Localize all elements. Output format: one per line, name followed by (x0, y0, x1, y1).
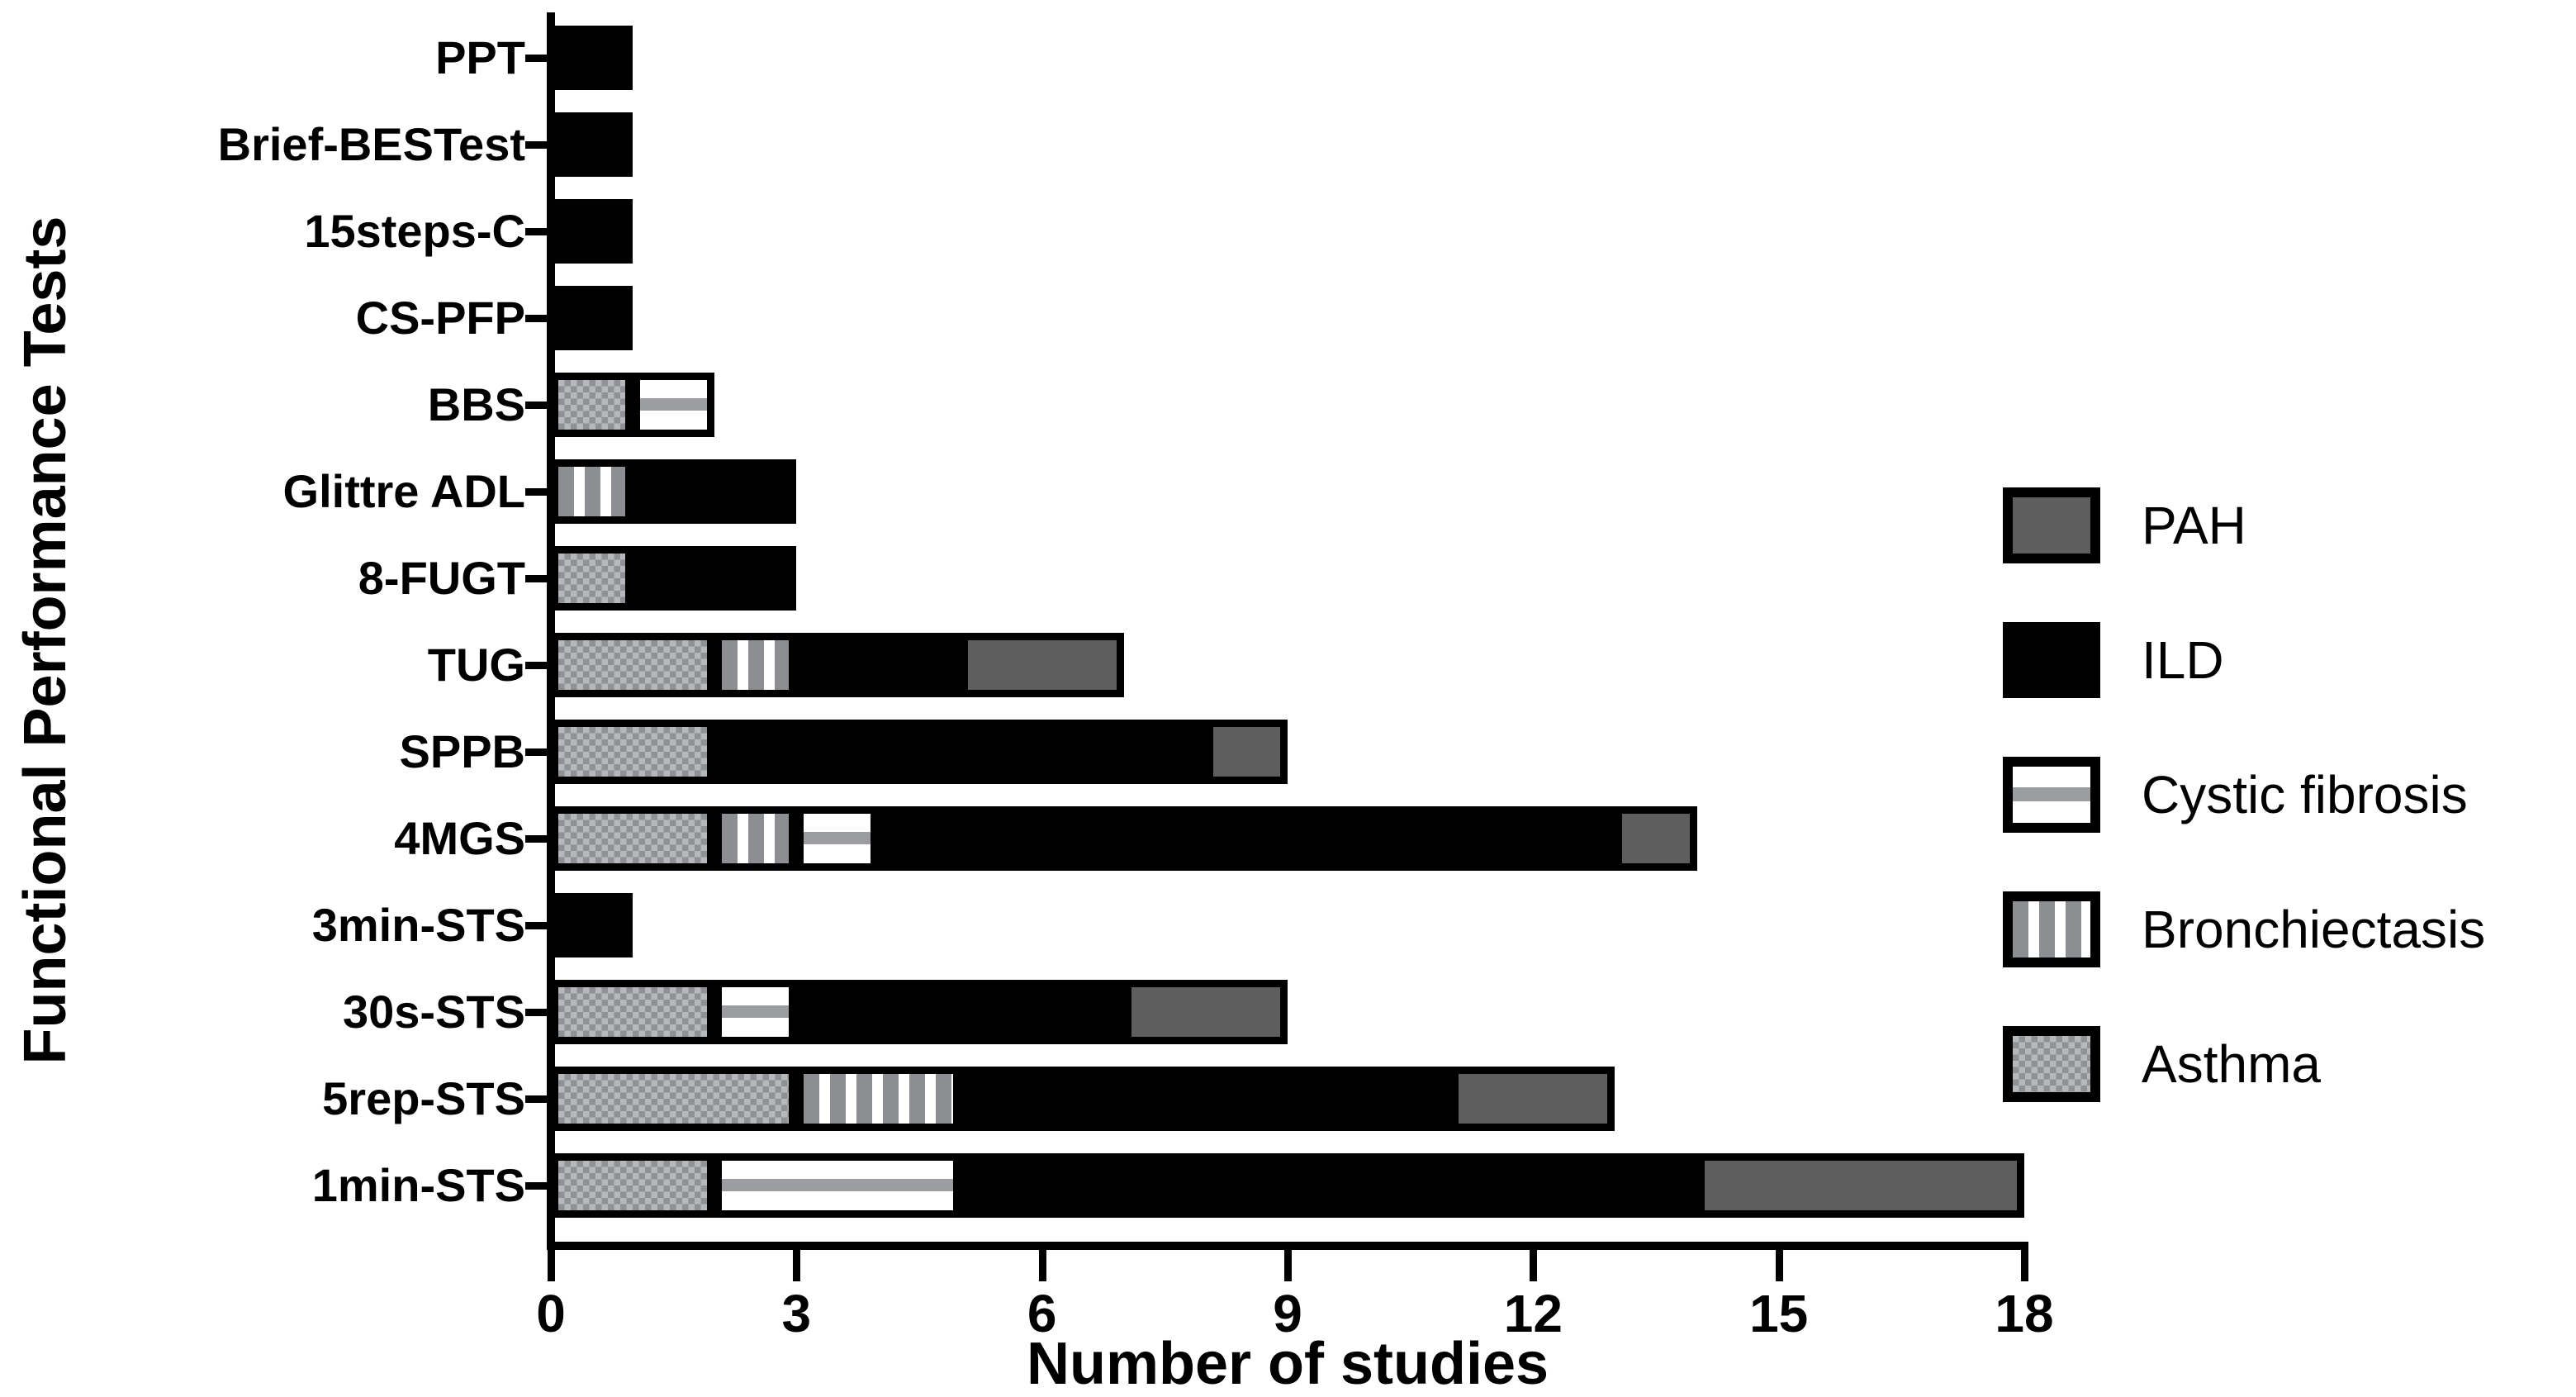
y-axis-tick (525, 402, 550, 409)
bar-segment-ild (633, 459, 797, 524)
y-axis-tick (525, 1182, 550, 1190)
legend-label: Bronchiectasis (2142, 900, 2486, 959)
bar-segment-ild (551, 26, 633, 90)
y-axis-tick (525, 748, 550, 756)
category-label: 8-FUGT (358, 552, 525, 604)
legend-swatch-cystic-fibrosis (2003, 757, 2100, 833)
bar-segment-bronchiectasis (796, 1067, 961, 1131)
x-axis-tick-label: 6 (1027, 1284, 1057, 1343)
bar-segment-bronchiectasis (714, 633, 797, 697)
category-label: Glittre ADL (282, 465, 525, 517)
bar-segment-ild (796, 980, 1124, 1044)
bar-segment-asthma (551, 980, 715, 1044)
legend-swatch-pah (2003, 487, 2100, 563)
legend-label: PAH (2142, 496, 2246, 555)
y-axis-tick (525, 662, 550, 669)
category-label: 15steps-C (304, 205, 525, 257)
x-axis-tick-label: 18 (1995, 1284, 2054, 1343)
legend-swatch-ild (2003, 622, 2100, 698)
legend-label: Cystic fibrosis (2142, 765, 2468, 824)
y-axis-tick (525, 835, 550, 843)
y-axis-tick (525, 575, 550, 582)
bar-segment-ild (878, 806, 1615, 871)
category-label: CS-PFP (355, 292, 525, 344)
x-axis-tick (1775, 1250, 1783, 1281)
legend-label: ILD (2142, 630, 2224, 690)
category-label: 30s-STS (343, 986, 525, 1038)
legend-swatch-asthma (2003, 1026, 2100, 1102)
bar-segment-ild (551, 112, 633, 177)
bar-segment-bronchiectasis (551, 459, 633, 524)
category-label: BBS (427, 378, 525, 430)
legend-label: Asthma (2142, 1034, 2321, 1094)
bar-segment-cystic-fibrosis (714, 980, 797, 1044)
category-label: Brief-BESTest (217, 118, 525, 170)
category-label: 3min-STS (311, 899, 525, 951)
y-axis-tick (525, 488, 550, 496)
bar-segment-ild (960, 1067, 1452, 1131)
y-axis-tick (525, 1095, 550, 1103)
bar-segment-asthma (551, 1153, 715, 1218)
x-axis-tick-label: 15 (1749, 1284, 1809, 1343)
bar-segment-asthma (551, 1067, 797, 1131)
bar-segment-ild (551, 286, 633, 350)
x-axis-tick (1038, 1250, 1046, 1281)
x-axis-tick (2021, 1250, 2028, 1281)
bar-segment-bronchiectasis (714, 806, 797, 871)
y-axis-tick (525, 1009, 550, 1016)
y-axis-line (547, 12, 555, 1250)
x-axis-tick (1284, 1250, 1292, 1281)
x-axis-tick (793, 1250, 801, 1281)
bar-segment-cystic-fibrosis (714, 1153, 961, 1218)
bar-segment-ild (960, 1153, 1697, 1218)
y-axis-tick (525, 315, 550, 322)
bar-segment-asthma (551, 720, 715, 784)
bar-segment-cystic-fibrosis (633, 373, 715, 437)
legend-swatch-bronchiectasis (2003, 891, 2100, 967)
x-axis-title: Number of studies (1026, 1331, 1549, 1397)
bar-segment-pah (1205, 720, 1288, 784)
category-label: SPPB (399, 725, 526, 777)
bar-segment-ild (714, 720, 1206, 784)
bar-segment-asthma (551, 633, 715, 697)
category-label: 5rep-STS (322, 1072, 525, 1124)
category-label: PPT (435, 31, 525, 83)
y-axis-tick (525, 228, 550, 235)
x-axis-tick-label: 0 (536, 1284, 566, 1343)
bar-segment-asthma (551, 806, 715, 871)
bar-segment-pah (1615, 806, 1697, 871)
bar-segment-ild (551, 199, 633, 264)
category-label: TUG (427, 639, 525, 691)
bar-segment-pah (1123, 980, 1288, 1044)
x-axis-tick (1530, 1250, 1538, 1281)
bar-segment-ild (633, 546, 797, 611)
bar-segment-cystic-fibrosis (796, 806, 879, 871)
x-axis-tick-label: 3 (781, 1284, 812, 1343)
y-axis-tick (525, 55, 550, 62)
category-label: 1min-STS (311, 1159, 525, 1211)
x-axis-tick-label: 9 (1273, 1284, 1302, 1343)
x-axis-line (547, 1242, 2028, 1250)
x-axis-tick (548, 1250, 555, 1281)
bar-segment-pah (1696, 1153, 2024, 1218)
category-label: 4MGS (394, 812, 525, 864)
bar-segment-asthma (551, 546, 633, 611)
bar-segment-ild (551, 893, 633, 957)
y-axis-tick (525, 141, 550, 149)
bar-segment-pah (960, 633, 1124, 697)
bar-segment-ild (796, 633, 961, 697)
bar-segment-pah (1451, 1067, 1615, 1131)
bar-segment-asthma (551, 373, 633, 437)
x-axis-tick-label: 12 (1503, 1284, 1563, 1343)
y-axis-tick (525, 922, 550, 929)
